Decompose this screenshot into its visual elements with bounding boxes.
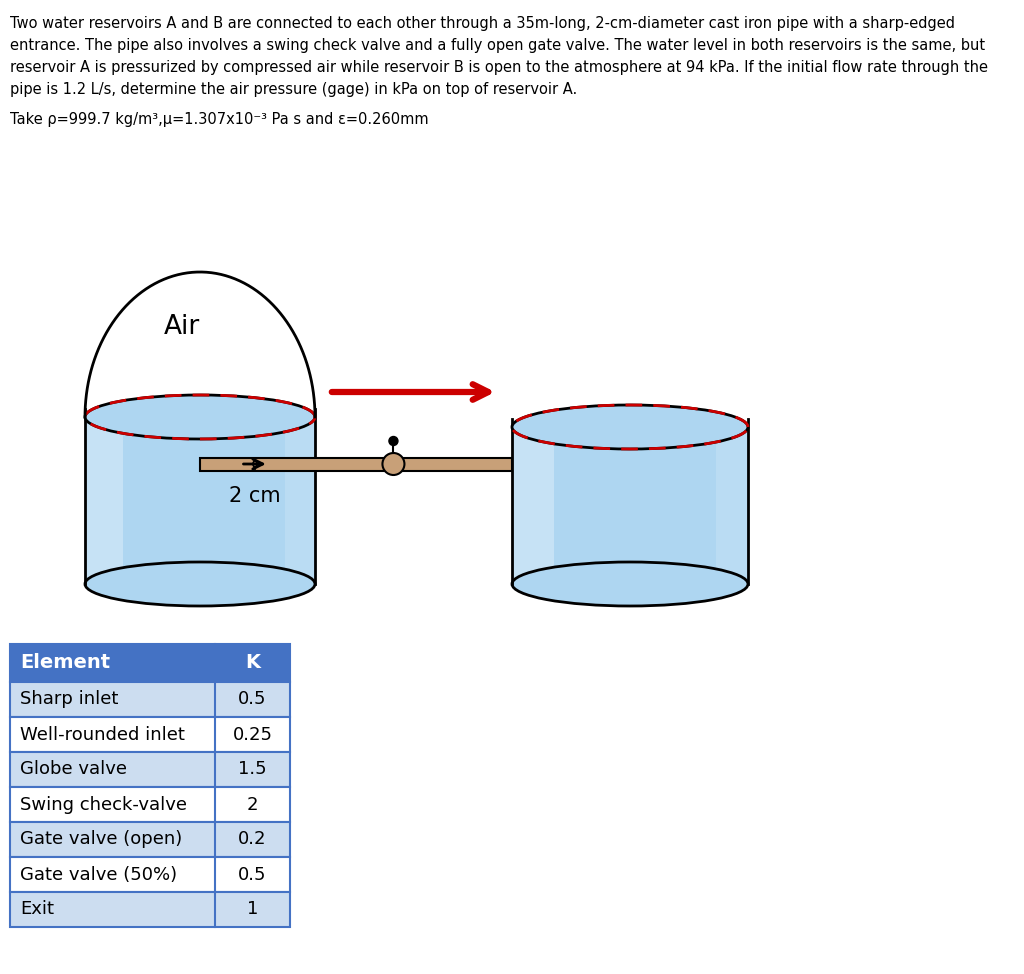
Text: Gate valve (50%): Gate valve (50%) — [20, 866, 177, 883]
Bar — [85, 417, 315, 584]
Ellipse shape — [85, 395, 315, 439]
Text: 0.2: 0.2 — [239, 831, 266, 848]
Text: 0.5: 0.5 — [239, 691, 266, 708]
Bar — [512, 427, 748, 584]
Polygon shape — [716, 427, 748, 584]
Text: Well-rounded inlet: Well-rounded inlet — [20, 726, 185, 743]
Text: Swing check-valve: Swing check-valve — [20, 796, 187, 813]
Bar — [10, 787, 290, 822]
Text: Element: Element — [20, 654, 111, 672]
Text: K: K — [245, 654, 260, 672]
Text: 0.5: 0.5 — [239, 866, 266, 883]
Text: Air: Air — [164, 314, 200, 340]
Bar — [10, 717, 290, 752]
Text: Sharp inlet: Sharp inlet — [20, 691, 119, 708]
Text: Two water reservoirs A and B are connected to each other through a 35m-long, 2-c: Two water reservoirs A and B are connect… — [10, 16, 955, 31]
Text: 0.25: 0.25 — [232, 726, 272, 743]
Text: 1.5: 1.5 — [239, 761, 267, 778]
Bar — [10, 644, 290, 682]
Text: Globe valve: Globe valve — [20, 761, 127, 778]
Bar — [200, 458, 512, 470]
Bar — [10, 857, 290, 892]
Ellipse shape — [85, 562, 315, 606]
Ellipse shape — [512, 405, 748, 449]
Ellipse shape — [382, 453, 404, 475]
Bar — [10, 822, 290, 857]
Ellipse shape — [512, 562, 748, 606]
Text: Exit: Exit — [20, 901, 54, 918]
Bar — [10, 752, 290, 787]
Text: Gate valve (open): Gate valve (open) — [20, 831, 182, 848]
Text: entrance. The pipe also involves a swing check valve and a fully open gate valve: entrance. The pipe also involves a swing… — [10, 38, 985, 53]
Circle shape — [389, 436, 398, 445]
Bar — [10, 682, 290, 717]
Text: 1: 1 — [247, 901, 258, 918]
Text: 2 cm: 2 cm — [229, 486, 281, 506]
Text: Take ρ=999.7 kg/m³,μ=1.307x10⁻³ Pa s and ε=0.260mm: Take ρ=999.7 kg/m³,μ=1.307x10⁻³ Pa s and… — [10, 112, 429, 127]
Polygon shape — [285, 417, 315, 584]
Text: reservoir A is pressurized by compressed air while reservoir B is open to the at: reservoir A is pressurized by compressed… — [10, 60, 988, 75]
Polygon shape — [512, 427, 554, 584]
Polygon shape — [85, 417, 123, 584]
Text: pipe is 1.2 L/s, determine the air pressure (gage) in kPa on top of reservoir A.: pipe is 1.2 L/s, determine the air press… — [10, 82, 578, 97]
Text: 2: 2 — [247, 796, 258, 813]
Bar — [10, 892, 290, 927]
